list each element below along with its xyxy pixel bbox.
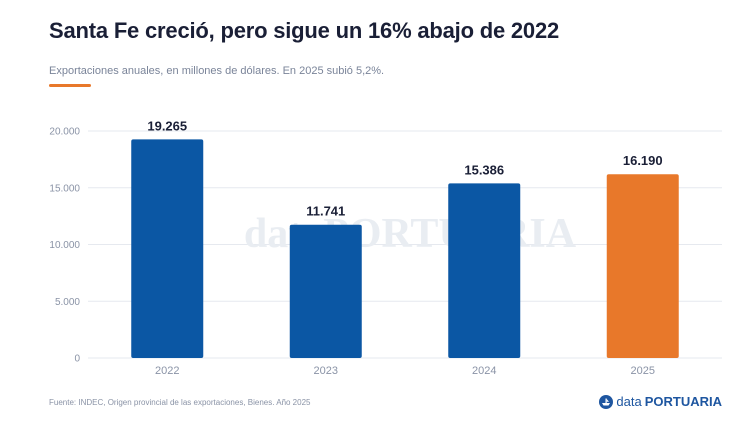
- y-tick-label: 20.000: [49, 127, 80, 138]
- page-title: Santa Fe creció, pero sigue un 16% abajo…: [49, 18, 560, 43]
- bar-2023: [289, 224, 362, 358]
- ship-icon: [599, 394, 614, 409]
- brand-name-post: PORTUARIA: [644, 394, 722, 409]
- y-axis-ticks: 0 5.000 10.000 15.000 20.000: [49, 127, 80, 365]
- y-tick-label: 10.000: [49, 240, 80, 251]
- brand-logo: data PORTUARIA: [599, 394, 722, 409]
- bar-2025: [606, 174, 679, 358]
- bar-2022: [131, 139, 204, 358]
- x-tick-label: 2025: [631, 365, 655, 377]
- y-tick-label: 5.000: [55, 297, 80, 308]
- source-note: Fuente: INDEC, Origen provincial de las …: [49, 398, 311, 407]
- page-subtitle: Exportaciones anuales, en millones de dó…: [49, 65, 385, 77]
- bars: [131, 139, 679, 358]
- value-label: 16.190: [623, 153, 663, 168]
- y-tick-label: 15.000: [49, 183, 80, 194]
- x-axis-ticks: 2022 2023 2024 2025: [155, 365, 655, 377]
- bar-2024: [448, 183, 521, 358]
- value-label: 15.386: [464, 162, 504, 177]
- value-label: 19.265: [147, 118, 187, 133]
- x-tick-label: 2022: [155, 365, 179, 377]
- x-tick-label: 2024: [472, 365, 496, 377]
- accent-underline: [49, 84, 91, 87]
- brand-name-pre: data: [616, 394, 642, 409]
- y-tick-label: 0: [74, 354, 80, 365]
- value-label: 11.741: [306, 204, 345, 219]
- value-labels: 19.265 11.741 15.386 16.190: [147, 118, 662, 218]
- x-tick-label: 2023: [314, 365, 338, 377]
